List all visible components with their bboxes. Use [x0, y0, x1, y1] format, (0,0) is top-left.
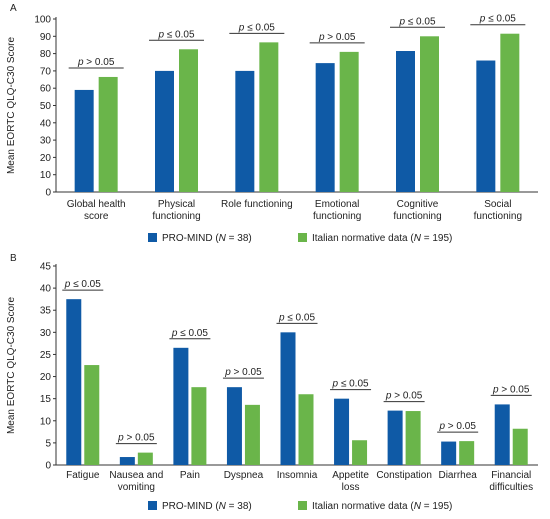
p-value-annotation: p ≤ 0.05: [64, 279, 102, 290]
y-tick-label: 45: [40, 262, 52, 273]
y-tick-label: 50: [40, 101, 52, 112]
bar-italian-normative: [298, 394, 314, 465]
chart-panel-a: A Mean EORTC QLQ-C30 Score 0 10 20 30 40 50 60 70…: [6, 3, 538, 244]
y-tick-label: 90: [40, 32, 52, 43]
x-category-label: Role functioning: [221, 199, 293, 210]
y-tick-label: 10: [40, 170, 52, 181]
y-tick-label: 20: [40, 153, 52, 164]
x-category-label: Cognitive functioning: [393, 199, 441, 222]
bar-italian-normative: [179, 49, 198, 193]
y-tick-label: 100: [34, 15, 51, 26]
bar-pro-mind: [155, 70, 174, 192]
p-value-annotation: p ≤ 0.05: [332, 379, 370, 390]
y-tick-label: 0: [45, 188, 51, 199]
p-value-annotation: p ≤ 0.05: [278, 312, 316, 323]
bar-italian-normative: [420, 36, 439, 192]
p-value-annotation: p ≤ 0.05: [157, 29, 195, 40]
y-tick-label: 30: [40, 136, 52, 147]
p-value-annotation: p ≤ 0.05: [398, 16, 436, 27]
x-category-label: Diarrhea: [438, 470, 477, 481]
y-tick-label: 40: [40, 118, 52, 129]
legend-label: Italian normative data (N = 195): [312, 501, 452, 512]
y-tick-label: 0: [45, 461, 51, 472]
bar-pro-mind: [396, 51, 415, 192]
p-value-annotation: p > 0.05: [385, 391, 423, 402]
panel-label: A: [10, 3, 17, 14]
p-value-annotation: p ≤ 0.05: [238, 22, 276, 33]
bar-pro-mind: [315, 63, 335, 192]
legend-label: Italian normative data (N = 195): [312, 233, 452, 244]
bar-italian-normative: [459, 441, 475, 465]
y-tick-label: 10: [40, 416, 52, 427]
x-category-label: Financial difficulties: [489, 470, 533, 493]
bar-pro-mind: [119, 457, 135, 465]
bar-pro-mind: [173, 347, 189, 465]
y-axis-label: Mean EORTC QLQ-C30 Score: [6, 297, 17, 435]
p-value-annotation: p > 0.05: [77, 57, 115, 68]
bar-italian-normative: [259, 42, 279, 193]
bar-pro-mind: [441, 441, 457, 465]
x-category-label: Pain: [180, 470, 200, 481]
p-value-annotation: p > 0.05: [492, 384, 530, 395]
x-category-label: Nausea and vomiting: [109, 470, 163, 493]
bar-pro-mind: [334, 398, 350, 465]
p-value-annotation: p > 0.05: [117, 433, 155, 444]
x-category-label: Emotional functioning: [313, 199, 361, 222]
p-value-annotation: p ≤ 0.05: [171, 328, 209, 339]
y-tick-label: 40: [40, 284, 52, 295]
legend-label: PRO-MIND (N = 38): [162, 233, 252, 244]
p-value-annotation: p ≤ 0.05: [479, 14, 517, 25]
bar-pro-mind: [66, 299, 82, 465]
bar-italian-normative: [98, 76, 118, 192]
bar-italian-normative: [191, 387, 207, 465]
bar-italian-normative: [512, 428, 528, 465]
legend-swatch: [148, 501, 157, 510]
bar-italian-normative: [244, 404, 260, 465]
x-category-label: Dyspnea: [224, 470, 264, 481]
bar-pro-mind: [235, 70, 255, 192]
chart-panel-b: B Mean EORTC QLQ-C30 Score 0 5 10 15 20 25 30 35 4…: [6, 253, 538, 512]
x-category-label: Insomnia: [277, 470, 318, 481]
y-tick-label: 70: [40, 66, 52, 77]
y-tick-label: 80: [40, 49, 52, 60]
bar-pro-mind: [494, 404, 510, 465]
bar-italian-normative: [352, 440, 368, 465]
y-tick-label: 30: [40, 328, 52, 339]
y-axis-label: Mean EORTC QLQ-C30 Score: [6, 37, 17, 175]
bar-pro-mind: [74, 89, 94, 192]
y-tick-label: 15: [40, 394, 52, 405]
bar-italian-normative: [500, 33, 520, 192]
y-tick-label: 25: [40, 350, 52, 361]
bar-italian-normative: [405, 411, 421, 465]
x-category-label: Physical functioning: [152, 199, 200, 222]
y-tick-label: 35: [40, 306, 52, 317]
p-value-annotation: p > 0.05: [224, 367, 262, 378]
bar-pro-mind: [226, 387, 242, 465]
p-value-annotation: p > 0.05: [318, 32, 356, 43]
x-category-label: Appetite loss: [332, 470, 369, 493]
bar-pro-mind: [476, 60, 496, 192]
legend-swatch: [298, 501, 307, 510]
y-tick-label: 60: [40, 84, 52, 95]
bar-pro-mind: [280, 332, 296, 465]
legend-label: PRO-MIND (N = 38): [162, 501, 252, 512]
x-category-label: Global health score: [67, 199, 126, 222]
bar-italian-normative: [137, 452, 153, 465]
legend-swatch: [148, 233, 157, 242]
legend-swatch: [298, 233, 307, 242]
bar-italian-normative: [84, 365, 100, 465]
bar-italian-normative: [339, 51, 359, 193]
x-category-label: Constipation: [376, 470, 432, 481]
x-category-label: Social functioning: [474, 199, 522, 222]
y-tick-label: 5: [45, 438, 51, 449]
x-category-label: Fatigue: [66, 470, 100, 481]
bar-pro-mind: [387, 410, 403, 465]
panel-label: B: [10, 253, 17, 264]
p-value-annotation: p > 0.05: [438, 421, 476, 432]
y-tick-label: 20: [40, 372, 52, 383]
